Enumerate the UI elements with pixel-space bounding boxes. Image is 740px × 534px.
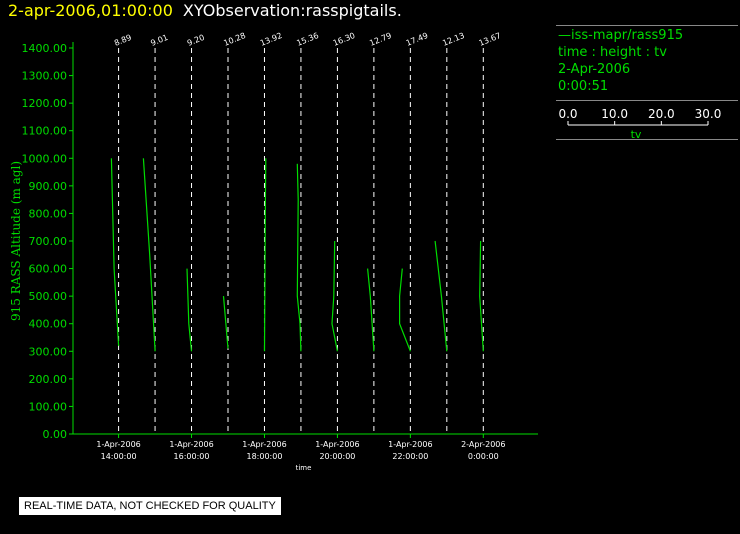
legend-scale-tick-label: 20.0 (648, 107, 675, 121)
y-tick-label: 0.00 (43, 428, 68, 441)
y-tick-label: 1000.00 (22, 152, 68, 165)
x-tick-label-time: 22:00:00 (392, 452, 428, 461)
profile-value-label: 9.01 (149, 33, 169, 48)
profile-value-label: 16.30 (332, 31, 357, 48)
x-axis-label: time (296, 464, 312, 472)
y-tick-label: 1200.00 (22, 97, 68, 110)
legend-scale: 0.0 10.0 20.0 30.0 tv (558, 107, 722, 141)
legend-scale-tick-label: 30.0 (695, 107, 722, 121)
profile-value-label: 13.92 (259, 31, 284, 48)
profile-value-label: 15.36 (295, 31, 320, 48)
y-tick-label: 1300.00 (22, 70, 68, 83)
legend-date: 2-Apr-2006 (558, 62, 631, 77)
x-tick-label-date: 1-Apr-2006 (169, 440, 213, 449)
profile-line (296, 163, 302, 352)
legend-series: —iss-mapr/rass915 (558, 28, 684, 43)
profile-line (110, 158, 120, 346)
x-tick-label-date: 2-Apr-2006 (461, 440, 505, 449)
profile-line (263, 158, 267, 352)
legend-divider-top (556, 25, 738, 26)
legend-scale-tick-label: 10.0 (601, 107, 628, 121)
y-tick-label: 100.00 (29, 400, 68, 413)
profile-line (399, 268, 411, 352)
profile-value-label: 12.13 (441, 31, 466, 48)
y-tick-label: 300.00 (29, 345, 68, 358)
y-tick-label: 800.00 (29, 207, 68, 220)
y-axis-label: 915 RASS Altitude (m agl) (9, 161, 23, 321)
y-tick-label: 500.00 (29, 290, 68, 303)
profile-line (142, 158, 156, 352)
profile-value-label: 13.67 (478, 31, 503, 48)
header-timestamp: 2-apr-2006,01:00:00 (8, 1, 173, 20)
profile-line (367, 268, 375, 352)
profile-line (222, 296, 229, 349)
header-title: XYObservation:rasspigtails. (182, 1, 402, 20)
profile-line (479, 240, 484, 352)
x-tick-label-date: 1-Apr-2006 (315, 440, 359, 449)
header: 2-apr-2006,01:00:00 XYObservation:rasspig… (8, 1, 402, 20)
y-tick-label: 900.00 (29, 180, 68, 193)
x-tick-label-time: 0:00:00 (468, 452, 499, 461)
legend-time: 0:00:51 (558, 79, 609, 94)
profile-line (434, 240, 448, 352)
profile-value-label: 17.49 (405, 31, 430, 48)
y-tick-label: 700.00 (29, 235, 68, 248)
y-tick-label: 400.00 (29, 318, 68, 331)
quality-notice: REAL-TIME DATA, NOT CHECKED FOR QUALITY (19, 497, 281, 515)
legend-panel: —iss-mapr/rass915 time : height : tv 2-A… (556, 28, 740, 96)
profile-value-label: 12.79 (368, 31, 393, 48)
legend-variables: time : height : tv (558, 45, 667, 60)
profile-value-label: 9.20 (186, 33, 206, 48)
x-tick-label-time: 16:00:00 (174, 452, 210, 461)
x-tick-label-date: 1-Apr-2006 (96, 440, 140, 449)
x-tick-label-time: 20:00:00 (319, 452, 355, 461)
y-tick-label: 200.00 (29, 373, 68, 386)
y-tick-label: 1100.00 (22, 125, 68, 138)
profile-value-label: 8.89 (113, 33, 133, 48)
legend-divider-mid (556, 100, 738, 101)
legend-scale-tick-label: 0.0 (558, 107, 577, 121)
x-tick-label-time: 14:00:00 (101, 452, 137, 461)
x-tick-label-date: 1-Apr-2006 (242, 440, 286, 449)
profile-value-label: 10.28 (222, 31, 247, 48)
legend-scale-label: tv (631, 128, 642, 141)
x-tick-label-date: 1-Apr-2006 (388, 440, 432, 449)
profile-line (186, 268, 193, 352)
profile-line (331, 240, 338, 352)
legend-divider-bottom (556, 139, 738, 140)
x-tick-label-time: 18:00:00 (247, 452, 283, 461)
y-tick-label: 1400.00 (22, 42, 68, 55)
y-tick-label: 600.00 (29, 263, 68, 276)
